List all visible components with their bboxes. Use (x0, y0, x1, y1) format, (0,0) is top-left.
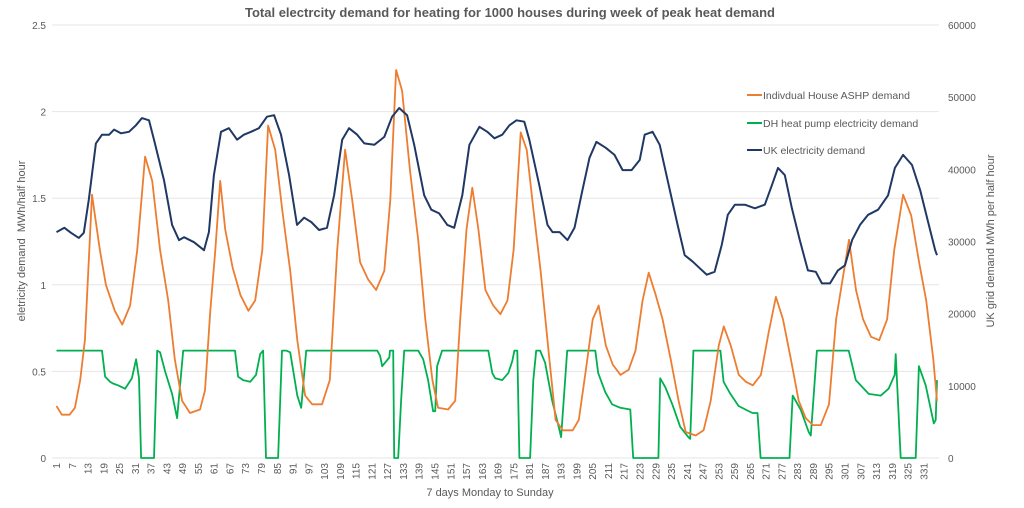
x-tick-label: 91 (289, 463, 300, 475)
legend-label-ashp: Indivdual House ASHP demand (763, 90, 910, 102)
x-tick-label: 19 (99, 463, 110, 475)
x-tick-label: 97 (304, 463, 315, 475)
legend: Indivdual House ASHP demand DH heat pump… (747, 90, 918, 157)
x-tick-label: 271 (762, 463, 773, 480)
x-tick-label: 103 (320, 463, 331, 480)
x-tick-label: 247 (699, 463, 710, 480)
x-tick-label: 169 (494, 463, 505, 480)
x-tick-label: 193 (557, 463, 568, 480)
y-tick-label: 0.5 (32, 367, 46, 378)
x-tick-label: 7 (68, 463, 79, 469)
x-tick-label: 73 (241, 463, 252, 475)
y-tick-label: 2.5 (32, 21, 46, 32)
series-line-dh-heat-pump-electricity-demand (56, 349, 938, 459)
x-tick-label: 325 (904, 463, 915, 480)
x-tick-label: 55 (194, 463, 205, 475)
legend-item-dh: DH heat pump electricity demand (747, 118, 918, 130)
x-tick-label: 151 (446, 463, 457, 480)
y2-tick-label: 40000 (948, 165, 976, 176)
x-axis-ticks: 1 7 13 19 25 31 37 43 49 55 61 67 73 79 85 91 97 103 109 11… (52, 463, 930, 480)
legend-label-uk: UK electricity demand (763, 145, 865, 157)
y-tick-label: 2 (40, 108, 46, 119)
x-tick-label: 253 (714, 463, 725, 480)
left-axis-ticks: 0 0.5 1 1.5 2 2.5 (32, 21, 46, 465)
x-tick-label: 295 (825, 463, 836, 480)
series-lines (55, 69, 938, 459)
y2-tick-label: 50000 (948, 93, 976, 104)
y2-tick-label: 60000 (948, 21, 976, 32)
x-tick-label: 211 (604, 463, 615, 479)
x-tick-label: 109 (336, 463, 347, 480)
x-tick-label: 229 (651, 463, 662, 480)
x-tick-label: 49 (178, 463, 189, 475)
x-tick-label: 175 (509, 463, 520, 480)
x-tick-label: 283 (793, 463, 804, 480)
y2-axis-title: UK grid demand MWh per half hour (985, 154, 997, 327)
x-tick-label: 67 (225, 463, 236, 475)
x-axis-title: 7 days Monday to Sunday (426, 487, 554, 499)
x-tick-label: 181 (525, 463, 536, 480)
x-tick-label: 61 (210, 463, 221, 475)
x-tick-label: 289 (809, 463, 820, 480)
x-tick-label: 121 (367, 463, 378, 480)
legend-item-uk: UK electricity demand (747, 145, 865, 157)
x-tick-label: 307 (856, 463, 867, 480)
x-tick-label: 301 (841, 463, 852, 480)
legend-item-ashp: Indivdual House ASHP demand (747, 90, 910, 102)
y-tick-label: 1.5 (32, 194, 46, 205)
x-tick-label: 235 (667, 463, 678, 480)
series-line-uk-electricity-demand (56, 107, 938, 285)
x-tick-label: 277 (777, 463, 788, 480)
x-tick-label: 85 (273, 463, 284, 475)
x-tick-label: 217 (620, 463, 631, 480)
x-tick-label: 127 (383, 463, 394, 480)
x-tick-label: 79 (257, 463, 268, 475)
x-tick-label: 163 (478, 463, 489, 480)
y-tick-label: 0 (40, 454, 46, 465)
legend-label-dh: DH heat pump electricity demand (763, 118, 918, 130)
x-tick-label: 199 (572, 463, 583, 480)
chart-title: Total electrcity demand for heating for … (245, 5, 775, 20)
x-tick-label: 259 (730, 463, 741, 480)
x-tick-label: 139 (415, 463, 426, 480)
x-tick-label: 187 (541, 463, 552, 480)
x-tick-label: 145 (430, 463, 441, 480)
y2-tick-label: 10000 (948, 382, 976, 393)
x-tick-label: 133 (399, 463, 410, 480)
series-line-indivdual-house-ashp-demand (55, 69, 938, 437)
x-tick-label: 157 (462, 463, 473, 480)
y2-tick-label: 30000 (948, 238, 976, 249)
x-tick-label: 31 (131, 463, 142, 475)
x-tick-label: 331 (919, 463, 930, 480)
right-axis-ticks: 0 10000 20000 30000 40000 50000 60000 (948, 21, 976, 465)
x-tick-label: 223 (635, 463, 646, 480)
y-axis-title: eletricity demand MWh/half hour (16, 160, 28, 321)
x-tick-label: 319 (888, 463, 899, 480)
y-tick-label: 1 (40, 281, 46, 292)
x-tick-label: 115 (352, 463, 363, 479)
x-tick-label: 25 (115, 463, 126, 475)
x-tick-label: 1 (52, 463, 63, 469)
x-tick-label: 313 (872, 463, 883, 480)
x-tick-label: 43 (162, 463, 173, 475)
y2-tick-label: 20000 (948, 310, 976, 321)
x-tick-label: 241 (683, 463, 694, 480)
x-tick-label: 13 (84, 463, 95, 475)
x-tick-label: 265 (746, 463, 757, 480)
x-tick-label: 205 (588, 463, 599, 480)
gridlines (52, 24, 939, 459)
y2-tick-label: 0 (948, 454, 954, 465)
x-tick-label: 37 (147, 463, 158, 475)
